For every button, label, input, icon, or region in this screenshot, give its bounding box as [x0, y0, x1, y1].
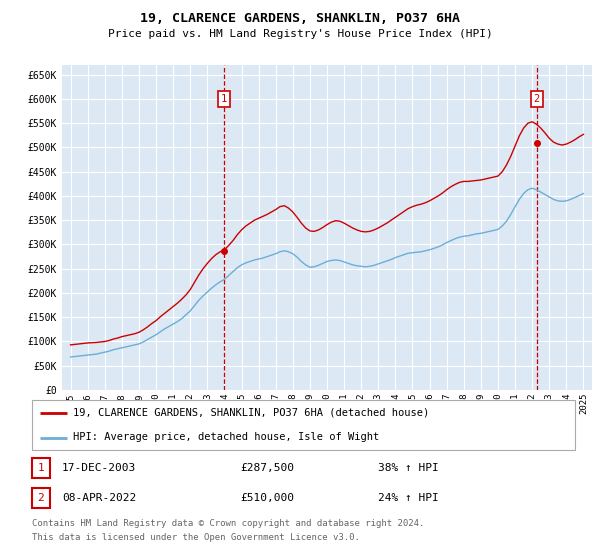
Text: 19, CLARENCE GARDENS, SHANKLIN, PO37 6HA: 19, CLARENCE GARDENS, SHANKLIN, PO37 6HA	[140, 12, 460, 25]
Text: This data is licensed under the Open Government Licence v3.0.: This data is licensed under the Open Gov…	[32, 534, 360, 543]
Text: 08-APR-2022: 08-APR-2022	[62, 493, 136, 503]
Text: £510,000: £510,000	[240, 493, 294, 503]
Text: HPI: Average price, detached house, Isle of Wight: HPI: Average price, detached house, Isle…	[73, 432, 379, 442]
Text: Contains HM Land Registry data © Crown copyright and database right 2024.: Contains HM Land Registry data © Crown c…	[32, 520, 424, 529]
Text: £287,500: £287,500	[240, 463, 294, 473]
Text: 38% ↑ HPI: 38% ↑ HPI	[378, 463, 439, 473]
Text: 17-DEC-2003: 17-DEC-2003	[62, 463, 136, 473]
Text: 24% ↑ HPI: 24% ↑ HPI	[378, 493, 439, 503]
Text: 2: 2	[38, 493, 44, 503]
Text: 1: 1	[38, 463, 44, 473]
Text: 1: 1	[221, 94, 227, 104]
Text: 19, CLARENCE GARDENS, SHANKLIN, PO37 6HA (detached house): 19, CLARENCE GARDENS, SHANKLIN, PO37 6HA…	[73, 408, 429, 418]
Text: 2: 2	[533, 94, 540, 104]
Text: Price paid vs. HM Land Registry's House Price Index (HPI): Price paid vs. HM Land Registry's House …	[107, 29, 493, 39]
